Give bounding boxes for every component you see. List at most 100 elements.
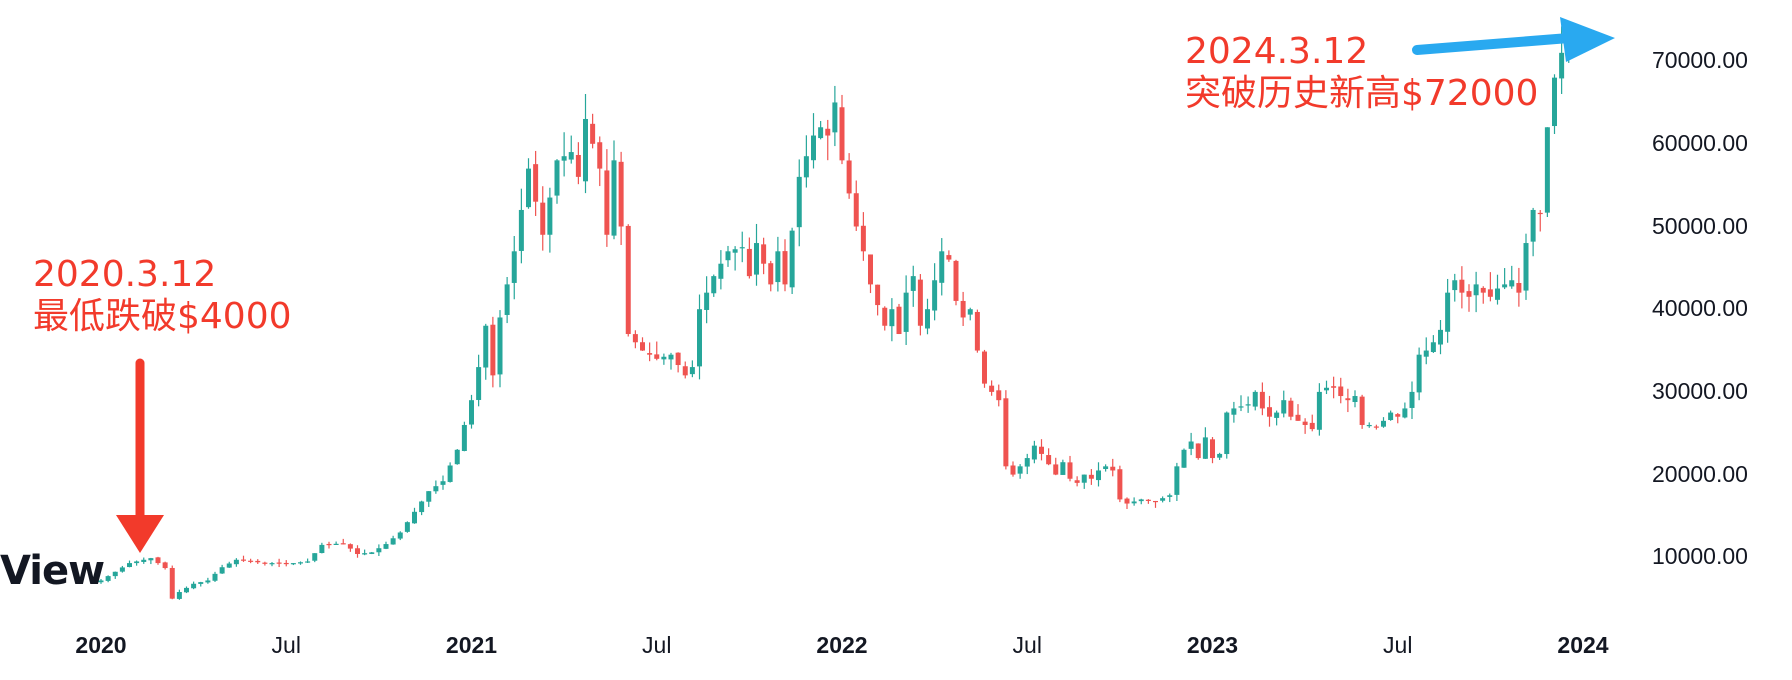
- candle-body: [1003, 398, 1009, 467]
- candle-body: [1352, 396, 1358, 403]
- low-annotation-text: 最低跌破$4000: [33, 296, 292, 337]
- candle-body: [290, 563, 296, 565]
- candle-body: [875, 284, 881, 306]
- candle-body: [1031, 445, 1037, 460]
- candle-body: [333, 543, 339, 545]
- candle-body: [604, 170, 610, 235]
- candle-body: [1245, 404, 1251, 406]
- candle-body: [1537, 212, 1543, 215]
- candle-body: [1081, 474, 1087, 483]
- x-tick-label: Jul: [271, 632, 301, 658]
- x-tick-label: 2024: [1557, 632, 1609, 658]
- candle-body: [768, 263, 774, 285]
- candle-body: [1502, 284, 1508, 288]
- candle-body: [853, 193, 859, 227]
- candle-body: [1388, 412, 1394, 421]
- candle-body: [1381, 420, 1386, 427]
- candle-body: [305, 561, 311, 563]
- candle-body: [1309, 422, 1315, 430]
- candle-body: [625, 225, 631, 335]
- candle-body: [1295, 414, 1301, 421]
- candle-body: [1423, 350, 1429, 357]
- candle-body: [547, 197, 553, 235]
- high-annotation-text: 突破历史新高$72000: [1185, 73, 1539, 114]
- candle-body: [1559, 52, 1565, 79]
- y-tick-label: 20000.00: [1652, 460, 1748, 487]
- candle-body: [1452, 280, 1458, 291]
- x-tick-label: 2021: [445, 632, 498, 658]
- high-annotation-date: 2024.3.12: [1185, 31, 1369, 72]
- candle-body: [1438, 329, 1443, 345]
- candle-body: [283, 562, 289, 565]
- candle-body: [682, 366, 688, 376]
- candle-body: [1053, 464, 1059, 475]
- candle-body: [1480, 287, 1486, 293]
- candle-body: [1487, 289, 1493, 297]
- candle-body: [1302, 421, 1308, 425]
- candle-body: [362, 553, 368, 555]
- candle-body: [127, 563, 132, 568]
- candle-body: [1395, 414, 1401, 417]
- candle-body: [1316, 391, 1322, 430]
- x-tick-label: Jul: [642, 632, 672, 658]
- candle-body: [939, 251, 945, 283]
- candle-body: [1210, 439, 1215, 459]
- candle-body: [1445, 292, 1451, 332]
- candle-body: [554, 160, 560, 196]
- candle-body: [1366, 424, 1372, 427]
- candle-body: [932, 280, 938, 311]
- candle-body: [1124, 498, 1130, 504]
- candle-body: [1017, 466, 1023, 474]
- candle-body: [761, 244, 767, 264]
- candle-body: [397, 532, 403, 539]
- candle-body: [896, 306, 902, 335]
- candle-body: [982, 351, 987, 384]
- candle-body: [1202, 437, 1208, 459]
- candle-body: [1402, 408, 1408, 418]
- candle-body: [440, 481, 446, 485]
- candle-body: [1259, 391, 1265, 409]
- candle-body: [312, 553, 318, 561]
- candle-body: [725, 251, 731, 261]
- candle-body: [1039, 446, 1044, 454]
- candle-body: [732, 249, 738, 253]
- candle-body: [789, 230, 795, 288]
- candles-group: [98, 21, 1572, 600]
- y-tick-label: 10000.00: [1652, 543, 1748, 570]
- candle-body: [775, 251, 781, 283]
- candle-body: [754, 243, 759, 275]
- candle-body: [746, 248, 752, 277]
- candle-body: [568, 152, 574, 160]
- candle-body: [1324, 387, 1329, 391]
- candle-body: [119, 567, 125, 572]
- candle-body: [1188, 441, 1194, 449]
- candle-body: [241, 559, 246, 561]
- candle-body: [1416, 354, 1422, 393]
- candle-body: [148, 558, 154, 561]
- candle-body: [889, 309, 895, 327]
- candle-body: [1096, 470, 1101, 481]
- candle-body: [269, 563, 275, 565]
- annotation-arrows: [116, 17, 1615, 553]
- candle-body: [661, 356, 667, 360]
- candle-body: [504, 284, 510, 315]
- high-annotation: 2024.3.12 突破历史新高$72000: [1185, 31, 1538, 115]
- candle-body: [1252, 391, 1258, 407]
- candle-body: [276, 562, 282, 564]
- candle-body: [454, 449, 460, 465]
- candle-body: [1338, 386, 1344, 397]
- candle-body: [1530, 209, 1536, 242]
- x-tick-label: 2022: [816, 632, 868, 658]
- candle-body: [1224, 412, 1230, 455]
- candle-body: [141, 559, 147, 562]
- candle-body: [262, 562, 268, 564]
- candle-body: [1103, 466, 1109, 470]
- candle-body: [1131, 501, 1137, 504]
- candle-body: [1459, 279, 1465, 293]
- candle-body: [632, 334, 638, 343]
- candle-body: [1074, 480, 1080, 483]
- candle-body: [1267, 407, 1272, 417]
- x-tick-label: 2020: [75, 632, 127, 658]
- candle-body: [369, 552, 375, 554]
